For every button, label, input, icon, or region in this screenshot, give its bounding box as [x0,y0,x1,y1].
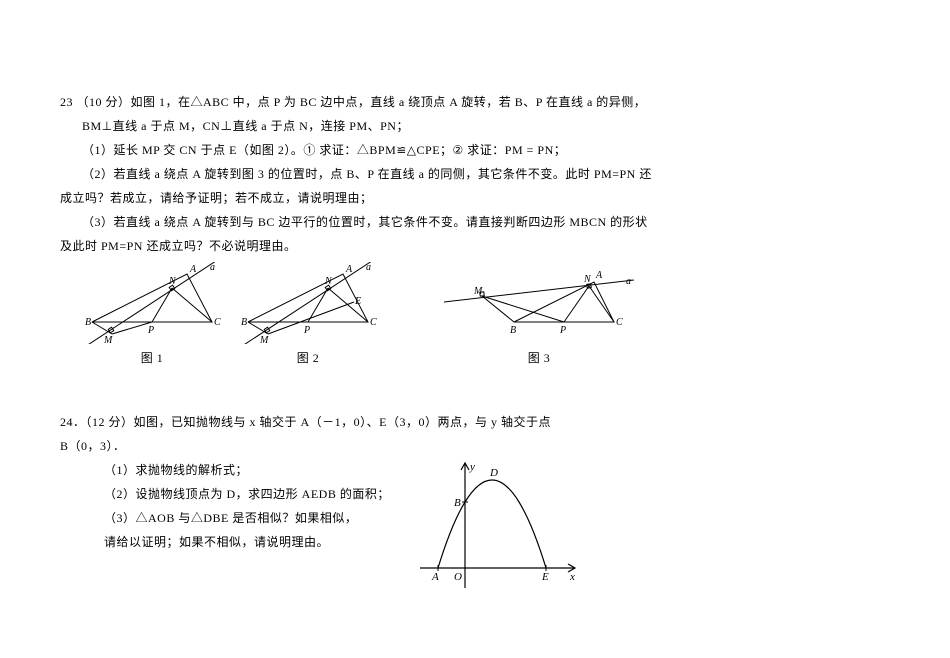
svg-text:C: C [214,317,221,328]
p24-part3-cont: 请给以证明；如果不相似，请说明理由。 [104,530,390,554]
svg-text:O: O [454,571,462,583]
svg-text:B: B [510,325,517,336]
figure-24: x y A O E B D [410,458,580,598]
svg-text:B: B [241,317,248,328]
figure-2-svg: B C P M N E A a [238,262,378,344]
svg-text:D: D [489,467,498,479]
p24-part3: （3）△AOB 与△DBE 是否相似？如果相似， [104,506,390,530]
svg-text:B: B [85,317,92,328]
svg-text:N: N [324,276,333,287]
svg-text:N: N [168,276,177,287]
p24-part2: （2）设抛物线顶点为 D，求四边形 AEDB 的面积； [104,482,390,506]
p23-part1: （1）延长 MP 交 CN 于点 E（如图 2）。① 求证：△BPM≌△CPE；… [60,138,890,162]
figure-2: B C P M N E A a 图 2 [238,262,378,370]
p24-part1: （1）求抛物线的解析式； [104,458,390,482]
problem-24: 24．（12 分）如图，已知抛物线与 x 轴交于 A（－1，0）、E（3，0）两… [60,410,890,598]
svg-text:A: A [345,264,353,275]
page: 23 （10 分）如图 1，在△ABC 中，点 P 为 BC 边中点，直线 a … [0,0,950,598]
fig2-caption: 图 2 [238,346,378,370]
svg-text:x: x [569,571,575,583]
svg-text:M: M [259,335,269,344]
svg-text:A: A [189,264,197,275]
p23-part3: （3）若直线 a 绕点 A 旋转到与 BC 边平行的位置时，其它条件不变。请直接… [60,210,890,234]
svg-text:y: y [469,461,475,473]
p23-header: 23 （10 分）如图 1，在△ABC 中，点 P 为 BC 边中点，直线 a … [60,90,890,114]
figure-24-svg: x y A O E B D [410,458,580,598]
svg-text:A: A [595,270,603,281]
svg-text:a: a [366,262,372,273]
figure-row-23: B C P M N A a 图 1 [60,262,890,370]
svg-text:N: N [583,274,592,285]
p23-header-cont: BM⊥直线 a 于点 M，CN⊥直线 a 于点 N，连接 PM、PN； [60,114,890,138]
svg-text:M: M [473,286,483,297]
figure-3: B C P M N A a 图 3 [444,262,634,370]
svg-text:a: a [210,262,216,273]
svg-text:E: E [354,296,362,307]
svg-text:C: C [370,317,377,328]
svg-text:E: E [541,571,549,583]
figure-3-svg: B C P M N A a [444,262,634,344]
p24-text: （1）求抛物线的解析式； （2）设抛物线顶点为 D，求四边形 AEDB 的面积；… [60,458,390,554]
svg-text:P: P [559,325,567,336]
figure-1-svg: B C P M N A a [82,262,222,344]
fig3-caption: 图 3 [444,346,634,370]
fig1-caption: 图 1 [82,346,222,370]
svg-text:a: a [626,276,632,287]
p24-row: （1）求抛物线的解析式； （2）设抛物线顶点为 D，求四边形 AEDB 的面积；… [60,458,890,598]
p23-part3-cont: 及此时 PM=PN 还成立吗？不必说明理由。 [60,234,890,258]
svg-text:P: P [147,325,155,336]
p23-part2: （2）若直线 a 绕点 A 旋转到图 3 的位置时，点 B、P 在直线 a 的同… [60,162,890,186]
svg-text:A: A [431,571,439,583]
svg-text:M: M [103,335,113,344]
svg-text:C: C [616,317,623,328]
p24-header-cont: B（0，3）． [60,434,890,458]
p23-part2-cont: 成立吗？若成立，请给予证明；若不成立，请说明理由； [60,186,890,210]
p24-header: 24．（12 分）如图，已知抛物线与 x 轴交于 A（－1，0）、E（3，0）两… [60,410,890,434]
figure-1: B C P M N A a 图 1 [82,262,222,370]
problem-23: 23 （10 分）如图 1，在△ABC 中，点 P 为 BC 边中点，直线 a … [60,90,890,370]
svg-text:B: B [454,497,461,509]
svg-text:P: P [303,325,311,336]
